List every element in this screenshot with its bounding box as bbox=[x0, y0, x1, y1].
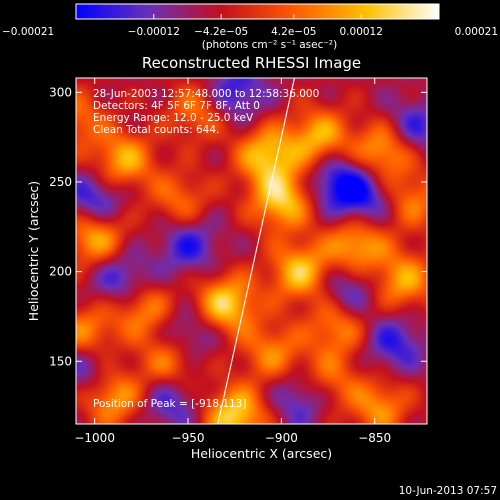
colorbar-tick-label: 4.2e−05 bbox=[271, 26, 316, 38]
colorbar-tick-label: −0.00012 bbox=[128, 26, 180, 38]
colorbar: −0.00021 −0.00012 −4.2e−05 4.2e−05 0.00012 0.… bbox=[2, 3, 498, 51]
plot-frame bbox=[75, 77, 428, 425]
info-line: Detectors: 4F 5F 6F 7F 8F, Att 0 bbox=[93, 100, 260, 112]
x-tick-label: −850 bbox=[358, 431, 391, 445]
info-line: 28-Jun-2003 12:57:48.000 to 12:58:36.000 bbox=[93, 88, 319, 100]
peak-position-label: Position of Peak = [-918,113] bbox=[93, 398, 247, 410]
x-tick-label: −900 bbox=[265, 431, 298, 445]
x-tick-label: −950 bbox=[172, 431, 205, 445]
observation-info: 28-Jun-2003 12:57:48.000 to 12:58:36.000… bbox=[93, 88, 319, 136]
y-axis-ticks: 150 200 250 300 bbox=[49, 85, 427, 368]
y-tick-label: 300 bbox=[49, 85, 72, 99]
y-tick-label: 150 bbox=[49, 354, 72, 368]
colorbar-ticks: −0.00021 −0.00012 −4.2e−05 4.2e−05 0.00012 0.… bbox=[2, 14, 498, 38]
y-axis-label: Heliocentric Y (arcsec) bbox=[26, 181, 41, 321]
x-tick-label: −1000 bbox=[74, 431, 115, 445]
colorbar-tick-label: −4.2e−05 bbox=[194, 26, 248, 38]
chart-title: Reconstructed RHESSI Image bbox=[142, 54, 361, 72]
y-tick-label: 250 bbox=[49, 175, 72, 189]
y-tick-label: 200 bbox=[49, 265, 72, 279]
colorbar-tick-label: −0.00021 bbox=[2, 26, 54, 38]
plot-area: −1000 −950 −900 −850 150 200 250 300 28-Jun-20… bbox=[49, 77, 428, 445]
info-line: Energy Range: 12.0 - 25.0 keV bbox=[93, 112, 254, 124]
x-axis-ticks: −1000 −950 −900 −850 bbox=[74, 78, 391, 445]
date-stamp: 10-Jun-2013 07:57 bbox=[399, 485, 497, 497]
colorbar-tick-label: 0.00021 bbox=[455, 26, 498, 38]
info-line: Clean Total counts: 644. bbox=[93, 124, 219, 136]
heatmap-image bbox=[76, 78, 427, 424]
solar-limb-line bbox=[217, 78, 295, 424]
colorbar-unit-label: (photons cm⁻² s⁻¹ asec⁻²) bbox=[202, 39, 337, 51]
x-axis-label: Heliocentric X (arcsec) bbox=[191, 446, 332, 461]
colorbar-tick-label: 0.00012 bbox=[340, 26, 383, 38]
colorbar-gradient bbox=[75, 3, 440, 20]
